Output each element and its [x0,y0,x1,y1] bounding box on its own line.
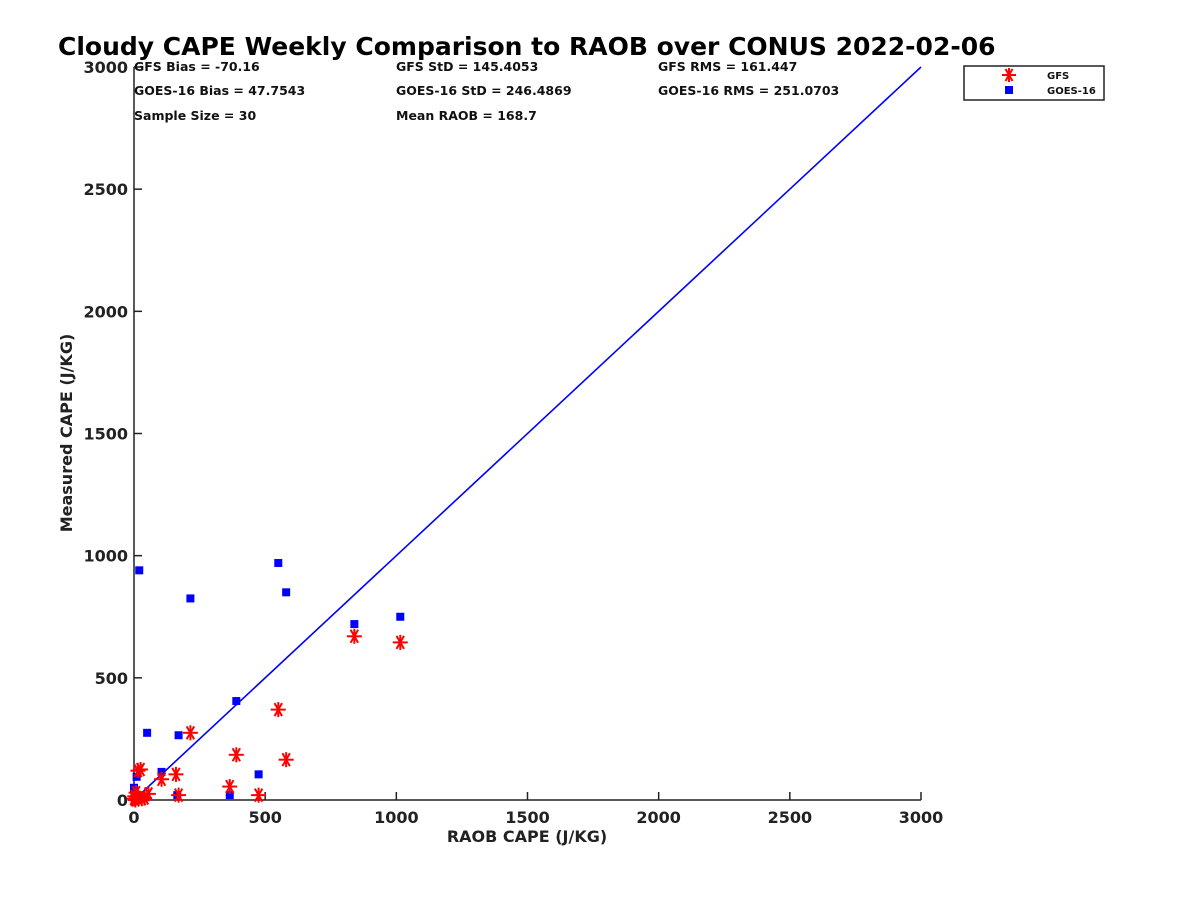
legend: GFS GOES-16 [963,65,1105,101]
legend-goes-marker [1005,86,1013,94]
gfs-point [171,787,187,803]
goes16-point [274,558,283,567]
y-tick-label: 0 [117,791,128,810]
gfs-point [346,628,362,644]
gfs-point [168,766,184,782]
gfs-point [270,702,286,718]
y-tick-label: 1500 [83,425,128,444]
y-axis-label: Measured CAPE (J/KG) [57,334,76,533]
goes16-point [174,731,183,740]
goes16-point [396,612,405,621]
x-tick-label: 1000 [374,808,419,827]
stat-gfs-std: GFS StD = 145.4053 [396,59,538,74]
legend-gfs-label: GFS [1047,71,1069,82]
goes16-point [225,791,234,800]
one-to-one-line [133,66,922,801]
goes16-point [254,770,263,779]
gfs-point [222,779,238,795]
stats-block: GFS Bias = -70.16 GFS StD = 145.4053 GFS… [134,59,839,123]
stat-gfs-bias: GFS Bias = -70.16 [134,59,260,74]
gfs-point [392,634,408,650]
stat-goes-rms: GOES-16 RMS = 251.0703 [658,83,839,98]
x-tick-label: 3000 [899,808,944,827]
gfs-point [140,786,156,802]
plot-area: 0 500 1000 1500 2000 2500 3000 0 500 1000 1500 2000… [83,58,943,827]
legend-gfs-asterisk [1002,68,1016,82]
x-tick-label: 0 [128,808,139,827]
gfs-point [228,747,244,763]
x-tick-label: 500 [248,808,281,827]
gfs-point [133,761,149,777]
y-tick-label: 2000 [83,302,128,321]
goes16-point [232,697,241,706]
goes16-point [186,594,195,603]
chart-title: Cloudy CAPE Weekly Comparison to RAOB ov… [58,32,996,61]
stat-gfs-rms: GFS RMS = 161.447 [658,59,797,74]
goes16-point [135,566,144,575]
gfs-point [182,725,198,741]
x-tick-label: 2000 [636,808,681,827]
legend-goes-label: GOES-16 [1047,86,1096,97]
stat-sample-size: Sample Size = 30 [134,108,256,123]
goes16-point [282,588,291,597]
goes16-point [132,772,141,781]
y-tick-label: 2500 [83,180,128,199]
gfs-point [278,752,294,768]
gfs-point [154,771,170,787]
stat-goes-bias: GOES-16 Bias = 47.7543 [134,83,305,98]
y-tick-label: 3000 [83,58,128,77]
legend-gfs-marker [1002,68,1016,82]
legend-box [963,65,1105,101]
x-tick-label: 1500 [505,808,550,827]
y-tick-label: 500 [95,669,128,688]
gfs-point [251,787,267,803]
y-tick-label: 1000 [83,547,128,566]
goes16-point [143,728,152,737]
stat-mean-raob: Mean RAOB = 168.7 [396,108,537,123]
x-tick-label: 2500 [768,808,813,827]
stat-goes-std: GOES-16 StD = 246.4869 [396,83,572,98]
x-axis-label: RAOB CAPE (J/KG) [447,827,607,846]
goes16-point [350,620,359,629]
